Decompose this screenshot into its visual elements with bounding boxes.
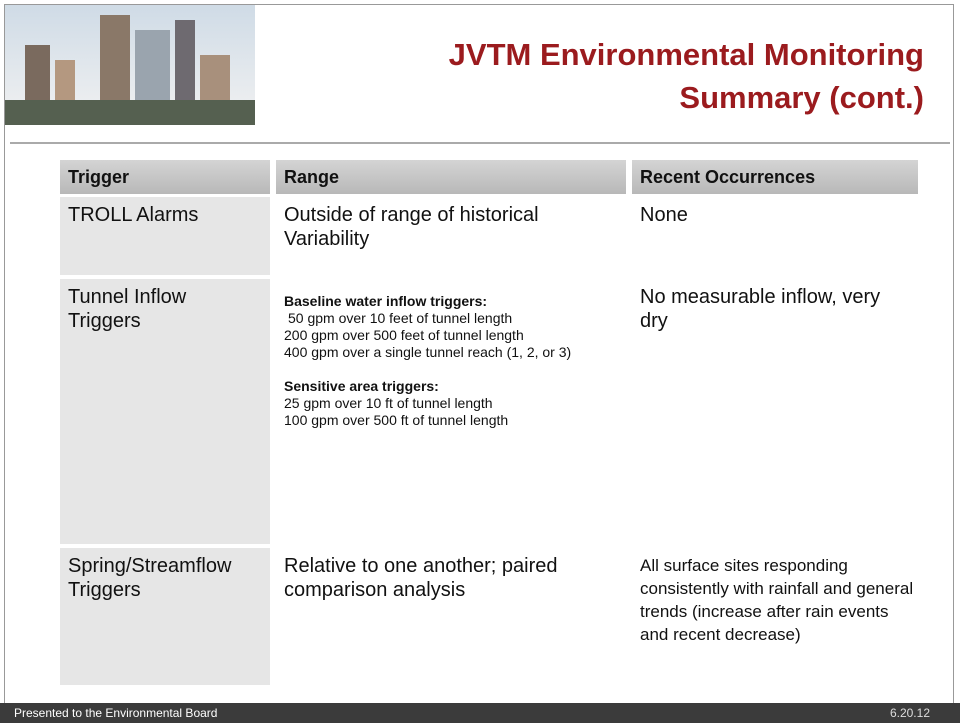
title-line: JVTM Environmental Monitoring <box>448 37 924 72</box>
title-line: Summary (cont.) <box>679 80 924 115</box>
header-rule <box>10 142 950 144</box>
column-header: Trigger <box>60 160 270 194</box>
range-heading: Baseline water inflow triggers: <box>284 293 488 309</box>
trigger-cell: Tunnel Inflow Triggers <box>60 279 255 544</box>
occurrence-cell: None <box>640 204 688 226</box>
occurrence-cell: All surface sites responding consistentl… <box>640 556 914 644</box>
range-cell: Baseline water inflow triggers: 50 gpm o… <box>276 287 596 435</box>
range-heading: Sensitive area triggers: <box>284 378 439 394</box>
column-header: Recent Occurrences <box>632 160 918 194</box>
range-line: 25 gpm over 10 ft of tunnel length <box>284 395 493 411</box>
trigger-cell: Spring/Streamflow Triggers <box>60 548 270 685</box>
footer-right: 6.20.12 <box>889 706 930 720</box>
skyline-image <box>5 5 255 125</box>
cell-bg <box>255 279 270 544</box>
range-line: 400 gpm over a single tunnel reach (1, 2… <box>284 344 572 360</box>
range-cell: Relative to one another; paired comparis… <box>284 555 558 601</box>
footer-bar <box>0 703 960 723</box>
trigger-cell: TROLL Alarms <box>60 197 270 275</box>
range-cell: Outside of range of historical Variabili… <box>284 204 539 250</box>
footer-left: Presented to the Environmental Board <box>14 706 218 720</box>
range-line: 50 gpm over 10 feet of tunnel length <box>288 310 513 326</box>
range-line: 200 gpm over 500 feet of tunnel length <box>284 327 524 343</box>
column-header: Range <box>276 160 626 194</box>
occurrence-cell: No measurable inflow, very dry <box>640 286 881 332</box>
range-line: 100 gpm over 500 ft of tunnel length <box>284 412 509 428</box>
